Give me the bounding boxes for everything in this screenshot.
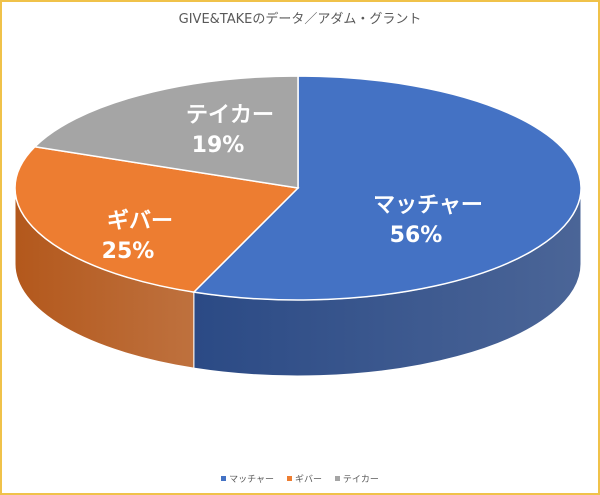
legend-marker-giver [286,476,292,481]
legend-item-taker: テイカー [334,472,379,485]
pie-slice-2 [33,75,299,189]
slice-label-value-2: 19% [192,133,245,158]
legend-marker-taker [334,476,340,481]
legend: マッチャー ギバー テイカー [0,472,600,485]
legend-item-matcher: マッチャー [221,472,274,485]
legend-item-giver: ギバー [286,472,322,485]
pie-slice-0 [192,75,582,301]
legend-marker-matcher [221,476,227,481]
slice-label-name-2: テイカー [186,103,274,128]
chart-title: GIVE&TAKEのデータ／アダム・グラント [178,12,422,27]
legend-label-giver: ギバー [294,475,322,485]
legend-label-taker: テイカー [342,475,379,485]
slice-label-value-0: 56% [390,223,443,248]
slice-label-value-1: 25% [102,239,155,264]
pie-slice-1 [14,145,300,293]
slice-label-name-1: ギバー [107,209,173,234]
slice-label-name-0: マッチャー [373,193,483,218]
legend-label-matcher: マッチャー [229,475,275,485]
